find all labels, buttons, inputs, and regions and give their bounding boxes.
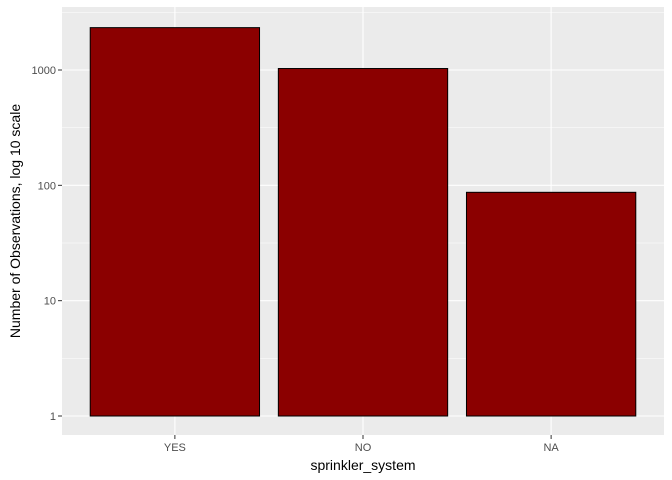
bar-no xyxy=(277,68,449,417)
bar-yes xyxy=(89,27,261,417)
bar-na xyxy=(465,191,637,417)
x-axis: YES NO NA xyxy=(164,435,559,454)
y-tick-label: 1000 xyxy=(32,65,56,77)
y-tick-label: 10 xyxy=(44,296,56,308)
x-tick-label: NA xyxy=(543,442,559,454)
y-tick-label: 100 xyxy=(38,180,56,192)
y-axis: 1 10 100 1000 xyxy=(32,65,62,423)
y-axis-title: Number of Observations, log 10 scale xyxy=(7,104,23,338)
bars xyxy=(89,27,637,417)
x-axis-title: sprinkler_system xyxy=(310,457,415,473)
x-tick-label: YES xyxy=(164,442,186,454)
x-tick-label: NO xyxy=(355,442,372,454)
y-tick-label: 1 xyxy=(50,411,56,423)
